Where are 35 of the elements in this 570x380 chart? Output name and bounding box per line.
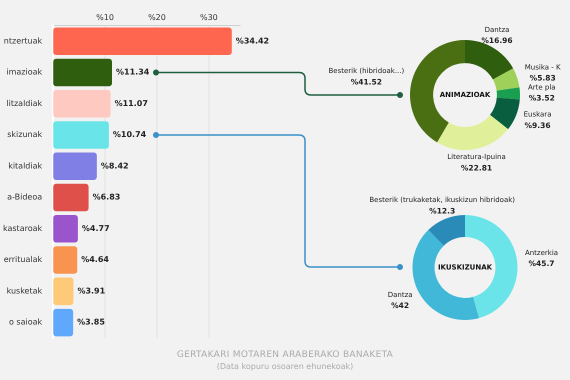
y-tick-label: a-Bideoa — [7, 192, 42, 202]
data-label: %11.34 — [116, 68, 150, 77]
y-tick-label: skizunak — [7, 130, 43, 140]
bar — [53, 215, 78, 243]
data-label: %4.64 — [81, 255, 110, 264]
data-label: %3.91 — [77, 286, 106, 296]
y-tick-label: erritualak — [4, 255, 43, 264]
text: GERTAKARI MOTAREN ARABERAKO BANAKETA — [176, 350, 394, 360]
x-tick-label: %30 — [200, 12, 218, 22]
y-tick-label: kitaldiak — [8, 161, 43, 170]
data-label: %10.74 — [112, 130, 147, 140]
y-tick-label: kusketak — [6, 286, 42, 296]
data-label: %3.85 — [77, 318, 106, 327]
data-label: %6.83 — [92, 192, 120, 202]
y-tick-label: imazioak — [6, 68, 42, 77]
bar — [53, 184, 89, 212]
bar — [53, 308, 74, 336]
y-tick-label: kastaroak — [2, 224, 42, 233]
x-tick-label: %10 — [96, 12, 114, 22]
data-label: %34.42 — [236, 36, 270, 46]
data-label: %4.77 — [82, 224, 110, 233]
data-label: %11.07 — [114, 98, 148, 108]
bar — [53, 152, 97, 180]
data-label: %8.42 — [100, 161, 129, 170]
bar — [53, 121, 109, 149]
bar — [53, 246, 78, 274]
y-tick-label: o saioak — [8, 318, 42, 327]
bar — [53, 278, 74, 306]
text: (Data kopuru osoaren ehunekoak) — [216, 362, 354, 371]
bar — [53, 58, 112, 86]
bar — [53, 27, 232, 55]
y-tick-label: ntzertuak — [4, 36, 43, 46]
y-tick-label: litzaldiak — [6, 98, 43, 108]
x-tick-label: %20 — [148, 12, 166, 22]
bar — [53, 90, 111, 118]
